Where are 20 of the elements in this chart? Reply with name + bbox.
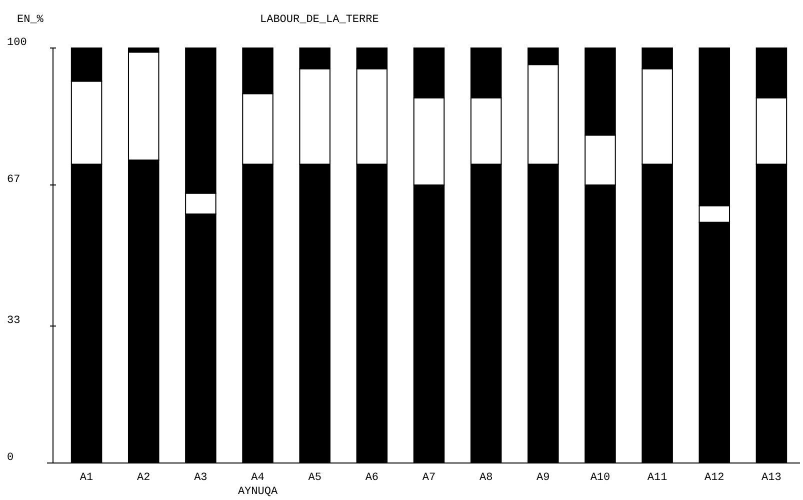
x-tick-label: A6	[365, 472, 379, 484]
x-tick-label: A1	[80, 472, 94, 484]
chart-title: LABOUR_DE_LA_TERRE	[260, 14, 380, 26]
x-tick-label: A11	[647, 472, 668, 484]
x-tick-label: A13	[762, 472, 782, 484]
x-tick-label: A10	[590, 472, 610, 484]
y-tick-label: 100	[7, 36, 27, 49]
x-tick-label: A8	[479, 472, 493, 484]
y-tick-label: 67	[7, 174, 20, 186]
x-tick-label: A12	[704, 472, 724, 484]
y-axis-title: EN_%	[17, 14, 44, 26]
y-tick-label: 0	[7, 452, 14, 464]
x-tick-label: A3	[194, 472, 208, 484]
x-tick-label: A4	[251, 472, 265, 484]
x-axis-title: AYNUQA	[238, 486, 278, 498]
x-tick-label: A2	[137, 472, 150, 484]
x-tick-label: A5	[308, 472, 322, 484]
x-tick-label: A7	[422, 472, 436, 484]
x-tick-label: A9	[536, 472, 550, 484]
y-tick-label: 33	[7, 314, 20, 327]
